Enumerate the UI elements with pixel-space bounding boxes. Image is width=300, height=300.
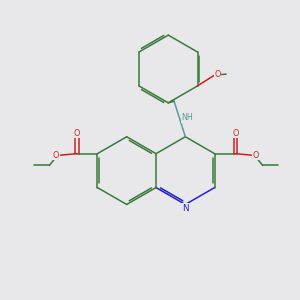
Text: O: O: [214, 70, 221, 79]
Text: N: N: [182, 204, 189, 213]
Text: O: O: [253, 151, 259, 160]
Text: O: O: [232, 129, 239, 138]
Text: NH: NH: [181, 113, 193, 122]
Text: O: O: [74, 129, 80, 138]
Text: O: O: [53, 151, 59, 160]
